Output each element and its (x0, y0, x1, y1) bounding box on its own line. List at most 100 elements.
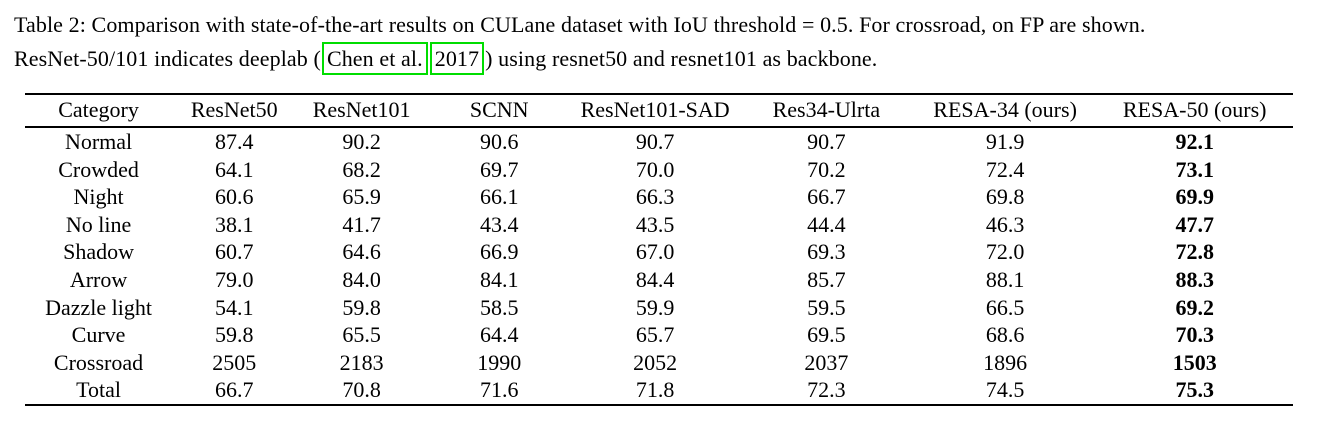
value-cell: 65.9 (342, 184, 381, 210)
column-header: ResNet101 (312, 97, 411, 122)
category-cell: Normal (64, 129, 133, 154)
value-cell: 65.5 (342, 322, 381, 348)
category-cell: Dazzle light (45, 294, 152, 320)
table-row: No line 38.1 41.7 43.4 43.5 44.4 46.3 47.7 (25, 211, 1293, 239)
value-cell: 59.5 (807, 294, 846, 320)
table-row: Curve 59.8 65.5 64.4 65.7 69.5 68.6 70.3 (25, 321, 1293, 349)
value-cell: 43.4 (479, 211, 519, 237)
column-header: ResNet50 (190, 97, 278, 122)
value-cell: 68.6 (985, 322, 1025, 348)
value-cell: 88.3 (1175, 266, 1214, 292)
value-cell: 72.0 (985, 239, 1025, 265)
value-cell: 2052 (633, 349, 678, 375)
value-cell: 60.7 (214, 239, 254, 265)
citation-link-year[interactable]: 2017 (429, 42, 485, 75)
value-cell: 88.1 (985, 266, 1025, 292)
value-cell: 71.8 (635, 377, 675, 403)
value-cell: 70.8 (342, 377, 381, 403)
table-body: Normal 87.4 90.2 90.6 90.7 90.7 91.9 92.1 Crowde… (25, 127, 1293, 405)
value-cell: 46.3 (985, 211, 1025, 237)
value-cell: 44.4 (807, 211, 846, 237)
table-header: Category ResNet50 ResNet101 SCNN ResNet101-S… (25, 94, 1293, 127)
value-cell: 2505 (212, 349, 257, 375)
table-caption: Table 2: Comparison with state-of-the-ar… (14, 8, 1306, 76)
value-cell: 43.5 (635, 211, 675, 237)
value-cell: 2037 (804, 349, 849, 375)
value-cell: 90.7 (807, 129, 846, 154)
column-header: ResNet101-SAD (580, 97, 730, 122)
value-cell: 64.6 (342, 239, 381, 265)
table-row: Total 66.7 70.8 71.6 71.8 72.3 74.5 75.3 (25, 376, 1293, 405)
table-row: Night 60.6 65.9 66.1 66.3 66.7 69.8 69.9 (25, 183, 1293, 211)
table-row: Arrow 79.0 84.0 84.1 84.4 85.7 88.1 88.3 (25, 266, 1293, 294)
caption-line-1: Table 2: Comparison with state-of-the-ar… (14, 12, 1146, 37)
column-header: Category (58, 97, 139, 122)
value-cell: 65.7 (635, 322, 675, 348)
value-cell: 75.3 (1175, 377, 1214, 403)
value-cell: 71.6 (479, 377, 519, 403)
caption-line-2-suffix: ) using resnet50 and resnet101 as backbo… (485, 46, 878, 71)
value-cell: 90.6 (479, 129, 519, 154)
category-cell: Crossroad (53, 349, 144, 375)
value-cell: 72.4 (985, 156, 1025, 182)
value-cell: 1990 (477, 349, 522, 375)
value-cell: 66.5 (985, 294, 1025, 320)
results-table: Category ResNet50 ResNet101 SCNN ResNet101-S… (25, 93, 1293, 406)
value-cell: 66.1 (479, 184, 519, 210)
value-cell: 79.0 (214, 266, 254, 292)
category-cell: Curve (71, 322, 126, 348)
category-cell: Crowded (58, 156, 139, 182)
value-cell: 66.7 (214, 377, 254, 403)
caption-line-2: ResNet-50/101 indicates deeplab (Chen et… (14, 42, 1306, 76)
table-row: Crowded 64.1 68.2 69.7 70.0 70.2 72.4 73.1 (25, 156, 1293, 184)
value-cell: 87.4 (214, 129, 254, 154)
value-cell: 59.9 (635, 294, 675, 320)
value-cell: 67.0 (635, 239, 675, 265)
value-cell: 60.6 (214, 184, 254, 210)
table-row: Shadow 60.7 64.6 66.9 67.0 69.3 72.0 72.8 (25, 238, 1293, 266)
category-cell: No line (65, 211, 132, 237)
table-row: Dazzle light 54.1 59.8 58.5 59.9 59.5 66.5 69.2 (25, 294, 1293, 322)
value-cell: 92.1 (1175, 129, 1214, 154)
caption-line-2-prefix: ResNet-50/101 indicates deeplab ( (14, 46, 321, 71)
category-cell: Night (73, 184, 124, 210)
table-row: Normal 87.4 90.2 90.6 90.7 90.7 91.9 92.1 (25, 127, 1293, 156)
value-cell: 84.0 (342, 266, 381, 292)
value-cell: 70.2 (807, 156, 846, 182)
value-cell: 59.8 (214, 322, 254, 348)
value-cell: 58.5 (479, 294, 519, 320)
value-cell: 72.3 (807, 377, 846, 403)
value-cell: 47.7 (1175, 211, 1214, 237)
value-cell: 69.9 (1175, 184, 1214, 210)
value-cell: 70.0 (635, 156, 675, 182)
value-cell: 69.7 (479, 156, 519, 182)
value-cell: 2183 (339, 349, 384, 375)
value-cell: 54.1 (214, 294, 254, 320)
value-cell: 66.7 (807, 184, 846, 210)
value-cell: 68.2 (342, 156, 381, 182)
column-header: RESA-34 (ours) (933, 97, 1077, 122)
citation-link-authors[interactable]: Chen et al. (321, 42, 428, 75)
table-row: Crossroad 2505 2183 1990 2052 2037 1896 1503 (25, 349, 1293, 377)
value-cell: 84.1 (479, 266, 519, 292)
value-cell: 69.3 (807, 239, 846, 265)
value-cell: 59.8 (342, 294, 381, 320)
value-cell: 1896 (983, 349, 1028, 375)
column-header: Res34-Ulrta (772, 97, 881, 122)
value-cell: 69.5 (807, 322, 846, 348)
column-header: SCNN (469, 97, 529, 122)
header-row: Category ResNet50 ResNet101 SCNN ResNet101-S… (25, 94, 1293, 127)
value-cell: 74.5 (985, 377, 1025, 403)
value-cell: 84.4 (635, 266, 675, 292)
paper-page: Table 2: Comparison with state-of-the-ar… (0, 8, 1318, 436)
value-cell: 90.7 (635, 129, 675, 154)
value-cell: 1503 (1172, 349, 1217, 375)
column-header: RESA-50 (ours) (1122, 97, 1267, 122)
value-cell: 72.8 (1175, 239, 1214, 265)
value-cell: 85.7 (807, 266, 846, 292)
value-cell: 90.2 (342, 129, 381, 154)
value-cell: 66.9 (479, 239, 519, 265)
category-cell: Total (76, 377, 121, 403)
category-cell: Arrow (69, 266, 128, 292)
value-cell: 91.9 (985, 129, 1025, 154)
